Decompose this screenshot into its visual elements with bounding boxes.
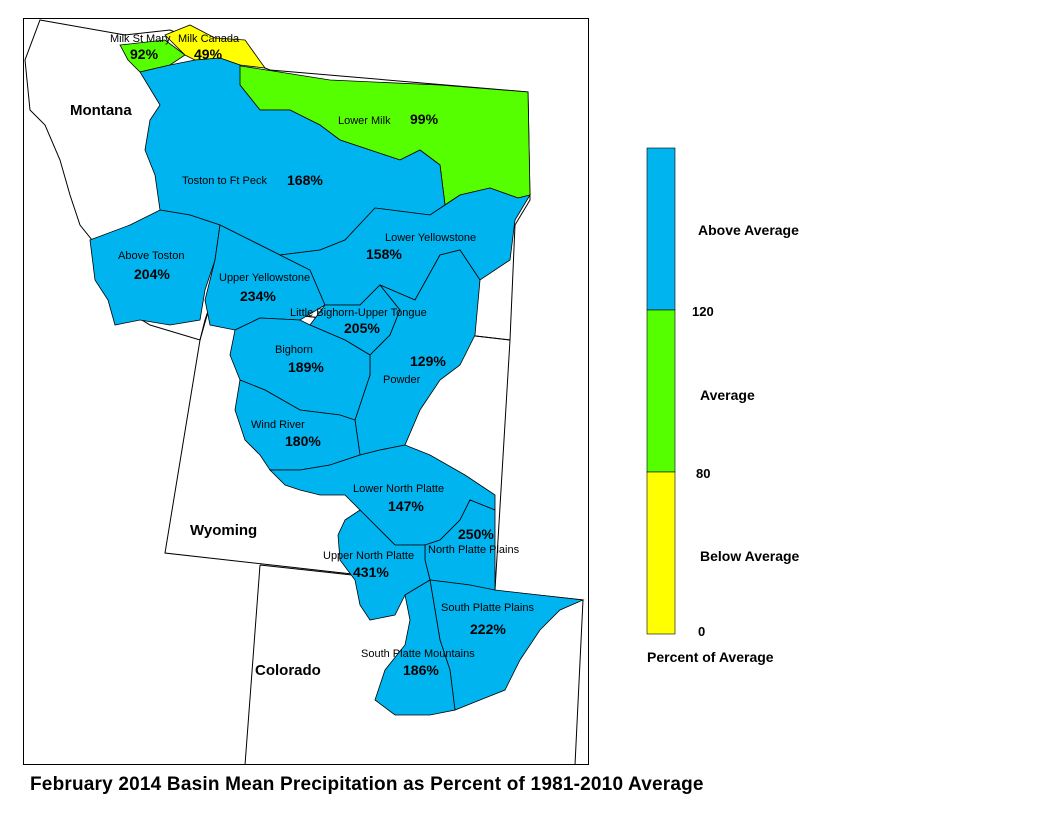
legend-label-below: Below Average <box>700 548 800 564</box>
basin-name-lower-yellowstone: Lower Yellowstone <box>385 232 476 244</box>
legend-tick-0: 0 <box>698 624 705 639</box>
basin-name-little-bighorn: Little Bighorn-Upper Tongue <box>290 307 427 319</box>
basin-name-milk-st-mary: Milk St Mary <box>110 33 171 45</box>
basin-pct-milk-canada: 49% <box>194 46 223 62</box>
legend-swatch-below <box>646 471 676 635</box>
basin-name-upper-north-platte: Upper North Platte <box>323 550 414 562</box>
basin-name-above-toston: Above Toston <box>118 250 184 262</box>
basin-name-toston-ft-peck: Toston to Ft Peck <box>182 175 267 187</box>
basin-pct-lower-milk: 99% <box>410 111 439 127</box>
basin-name-lower-milk: Lower Milk <box>338 115 391 127</box>
map-caption: February 2014 Basin Mean Precipitation a… <box>30 774 704 795</box>
basin-pct-toston-ft-peck: 168% <box>287 172 323 188</box>
basin-pct-powder: 129% <box>410 353 446 369</box>
basin-pct-lower-yellowstone: 158% <box>366 246 402 262</box>
basin-name-powder: Powder <box>383 374 421 386</box>
state-label-montana: Montana <box>70 102 132 119</box>
basin-pct-north-platte-plains: 250% <box>458 526 494 542</box>
basin-name-upper-yellowstone: Upper Yellowstone <box>219 272 310 284</box>
state-label-wyoming: Wyoming <box>190 522 257 539</box>
basin-south-platte-mountains <box>374 579 456 716</box>
legend-title: Percent of Average <box>647 649 774 665</box>
basin-name-milk-canada: Milk Canada <box>178 33 240 45</box>
legend: Above Average 120 Average 80 Below Avera… <box>646 147 800 665</box>
basin-pct-upper-north-platte: 431% <box>353 564 389 580</box>
basin-pct-south-platte-plains: 222% <box>470 621 506 637</box>
legend-swatch-average <box>646 309 676 473</box>
basin-pct-lower-north-platte: 147% <box>388 498 424 514</box>
basin-pct-above-toston: 204% <box>134 266 170 282</box>
basin-pct-wind-river: 180% <box>285 433 321 449</box>
basin-name-south-platte-mountains: South Platte Mountains <box>361 648 475 660</box>
basins-layer <box>89 24 585 716</box>
basin-name-south-platte-plains: South Platte Plains <box>441 602 534 614</box>
legend-tick-120: 120 <box>692 304 714 319</box>
basin-pct-upper-yellowstone: 234% <box>240 288 276 304</box>
basin-pct-bighorn: 189% <box>288 359 324 375</box>
basin-name-wind-river: Wind River <box>251 419 305 431</box>
basin-milk-canada <box>164 24 266 69</box>
basin-name-bighorn: Bighorn <box>275 344 313 356</box>
basin-pct-little-bighorn: 205% <box>344 320 380 336</box>
basin-powder <box>354 249 481 456</box>
legend-label-above: Above Average <box>698 222 799 238</box>
basin-pct-milk-st-mary: 92% <box>130 46 159 62</box>
legend-tick-80: 80 <box>696 466 710 481</box>
legend-swatch-above <box>646 147 676 311</box>
basin-above-toston <box>89 209 221 326</box>
basin-pct-south-platte-mountains: 186% <box>403 662 439 678</box>
state-label-colorado: Colorado <box>255 662 321 679</box>
basin-name-north-platte-plains: North Platte Plains <box>428 544 520 556</box>
legend-label-average: Average <box>700 387 755 403</box>
basin-name-lower-north-platte: Lower North Platte <box>353 483 444 495</box>
basin-labels: Milk St Mary 92% Milk Canada 49% Lower M… <box>110 33 534 678</box>
